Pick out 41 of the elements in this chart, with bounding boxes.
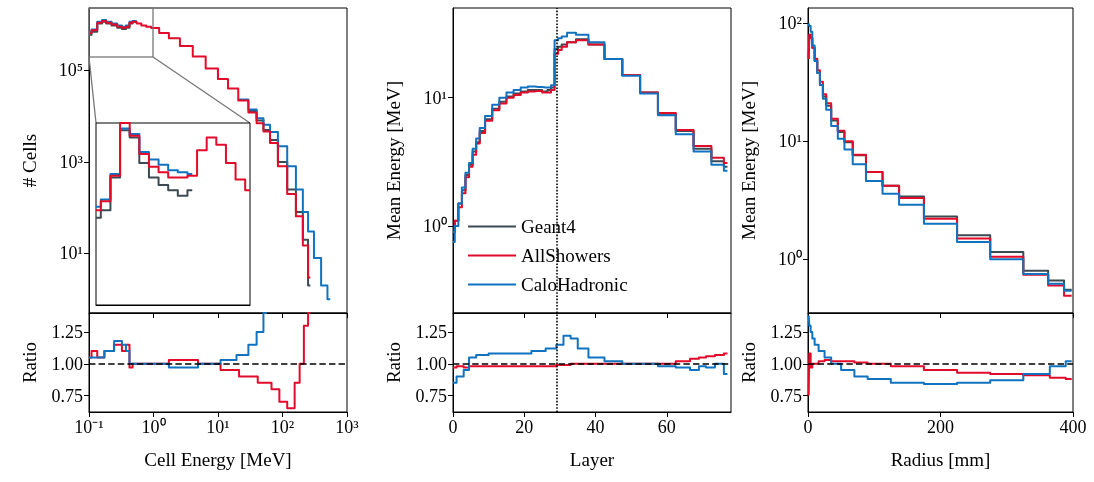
y-tick-label: 0.75 (415, 385, 447, 406)
y-tick-label: 1.00 (415, 353, 447, 374)
y-tick-label: 10² (778, 13, 802, 34)
y-axis-title: Ratio (19, 341, 40, 384)
x-axis-title: Radius [mm] (890, 449, 991, 470)
y-axis-title: Ratio (383, 341, 404, 384)
x-tick-label: 10¹ (206, 417, 230, 437)
y-tick-label: 10¹ (423, 87, 447, 108)
x-tick-label: 10³ (335, 417, 360, 437)
x-tick-label: 0 (803, 417, 813, 437)
y-tick-label: 10¹ (778, 131, 802, 152)
x-tick-label: 10⁰ (141, 417, 166, 437)
x-tick-label: 200 (927, 417, 954, 437)
legend-label: Geant4 (521, 216, 577, 237)
x-tick-label: 40 (586, 417, 605, 437)
y-axis-title: # Cells (19, 133, 40, 188)
x-tick-label: 0 (448, 417, 458, 437)
y-axis-title: Mean Energy [MeV] (738, 81, 759, 240)
x-tick-label: 10⁻¹ (74, 417, 104, 437)
y-tick-label: 1.25 (770, 322, 802, 343)
x-axis-title: Cell Energy [MeV] (144, 449, 292, 470)
y-tick-label: 0.75 (51, 385, 83, 406)
y-axis-title: Ratio (738, 341, 759, 384)
y-tick-label: 0.75 (770, 385, 802, 406)
x-tick-label: 60 (657, 417, 676, 437)
y-tick-label: 10³ (59, 151, 84, 172)
legend-label: AllShowers (521, 245, 611, 266)
y-tick-label: 10⁰ (423, 216, 447, 237)
x-tick-label: 20 (515, 417, 534, 437)
y-tick-label: 1.25 (415, 322, 447, 343)
y-tick-label: 10¹ (59, 243, 83, 264)
x-tick-label: 10² (270, 417, 295, 437)
y-tick-label: 1.25 (51, 322, 83, 343)
y-tick-label: 10⁰ (778, 249, 802, 270)
y-tick-label: 1.00 (770, 353, 802, 374)
y-axis-title: Mean Energy [MeV] (383, 81, 404, 240)
x-axis-title: Layer (569, 449, 615, 470)
legend-label: CaloHadronic (521, 274, 628, 295)
y-tick-label: 1.00 (51, 353, 83, 374)
x-tick-label: 400 (1059, 417, 1087, 437)
y-tick-label: 10⁵ (58, 60, 83, 81)
